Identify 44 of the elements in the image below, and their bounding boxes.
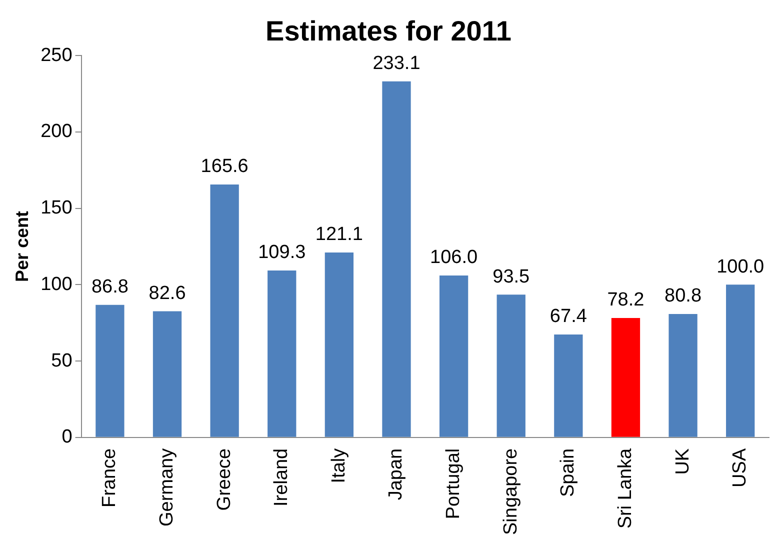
y-tick-label: 250 [40,44,72,66]
y-tick-label: 200 [40,121,72,142]
bar [439,276,468,437]
data-label: 106.0 [430,247,478,268]
bar [554,334,583,437]
bar [382,81,411,437]
bar [210,184,239,437]
y-axis-title: Per cent [12,210,32,282]
x-tick-label: UK [672,448,694,475]
bar [726,284,755,437]
bar [152,311,182,437]
data-label: 93.5 [492,266,530,288]
data-label: 86.8 [91,276,128,298]
x-tick-label: Germany [156,448,178,527]
chart-title: Estimates for 2011 [266,16,512,47]
y-tick-label: 100 [40,274,72,295]
bar [668,314,698,437]
x-tick-label: Spain [558,448,579,497]
data-label: 100.0 [716,256,764,278]
bar [324,252,354,437]
bar [268,270,296,437]
bar [611,318,640,437]
y-tick-label: 50 [51,350,72,372]
data-label: 121.1 [315,224,363,246]
y-tick-label: 150 [40,198,72,219]
x-tick-label: Sri Lanka [614,448,636,529]
bar [96,304,124,437]
bar [496,294,526,437]
data-label: 78.2 [607,290,644,311]
x-tick-label: USA [730,448,751,488]
x-tick-label: Greece [214,448,235,511]
data-label: 80.8 [664,286,702,307]
x-tick-label: Italy [328,448,350,484]
x-tick-label: Portugal [443,448,464,520]
data-label: 165.6 [200,156,248,178]
data-label: 109.3 [258,242,306,264]
data-label: 233.1 [372,53,420,74]
x-tick-label: France [99,448,120,508]
x-tick-label: Singapore [500,448,522,535]
y-tick-label: 0 [62,426,72,448]
data-label: 67.4 [550,306,588,328]
x-tick-label: Japan [386,448,407,500]
data-label: 82.6 [148,282,186,304]
x-tick-label: Ireland [271,448,292,506]
